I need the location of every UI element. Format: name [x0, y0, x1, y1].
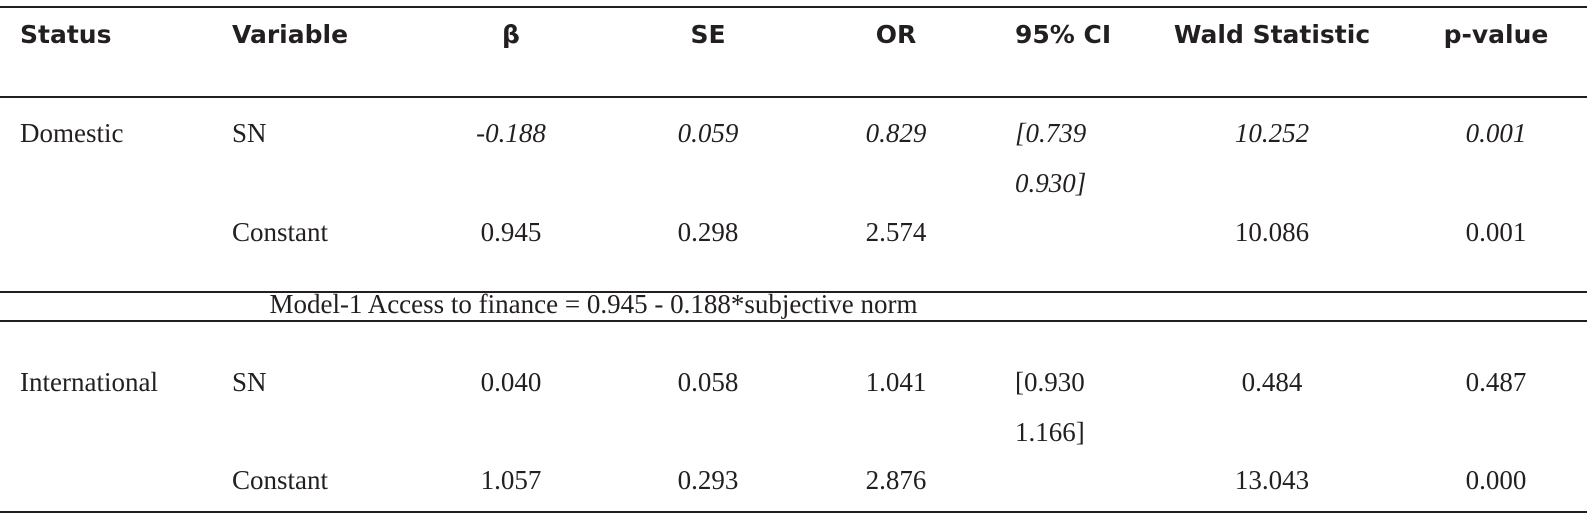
table-cell: 10.252: [1234, 118, 1310, 148]
header-cell: SE: [690, 20, 726, 49]
table-cell: 0.487: [1465, 367, 1527, 397]
header-cell: β: [502, 20, 520, 49]
table-cell: 0.001: [1465, 217, 1527, 247]
table-cell: 0.945: [480, 217, 542, 247]
table-cell: Constant: [232, 217, 329, 247]
table-cell: 1.041: [865, 367, 927, 397]
model-note: Model-1 Access to finance = 0.945 - 0.18…: [269, 289, 918, 319]
table-cell: 10.086: [1234, 217, 1310, 247]
table-cell: 0.040: [480, 367, 542, 397]
note-rule: [0, 320, 1587, 322]
bottom-rule: [0, 511, 1587, 513]
header-cell: Wald Statistic: [1173, 20, 1371, 49]
table-cell: 0.001: [1465, 118, 1527, 148]
header-cell: p-value: [1443, 20, 1549, 49]
header-cell: Variable: [232, 20, 349, 49]
header-rule: [0, 96, 1587, 98]
table-cell: 0.829: [865, 118, 927, 148]
table-cell: International: [20, 367, 158, 397]
table-cell: 0.059: [677, 118, 739, 148]
header-cell: OR: [875, 20, 917, 49]
group-rule: [0, 291, 1587, 293]
top-rule: [0, 6, 1587, 8]
header-cell: Status: [20, 20, 112, 49]
table-cell: SN: [232, 118, 267, 148]
table-cell: -0.188: [476, 118, 546, 148]
table-cell: 0.484: [1241, 367, 1303, 397]
table-cell: Constant: [232, 465, 329, 495]
table-cell: Domestic: [20, 118, 124, 148]
table-cell: 0.293: [677, 465, 739, 495]
table-cell: [0.739 0.930]: [1015, 118, 1087, 198]
table-cell: 2.574: [865, 217, 927, 247]
table-cell: SN: [232, 367, 267, 397]
table-cell: 2.876: [865, 465, 927, 495]
table-cell: 13.043: [1234, 465, 1310, 495]
table-cell: 0.058: [677, 367, 739, 397]
header-cell: 95% CI: [1015, 20, 1112, 49]
table-cell: [0.930 1.166]: [1015, 367, 1085, 447]
table-cell: 0.298: [677, 217, 739, 247]
table-cell: 0.000: [1465, 465, 1527, 495]
table-cell: 1.057: [480, 465, 542, 495]
